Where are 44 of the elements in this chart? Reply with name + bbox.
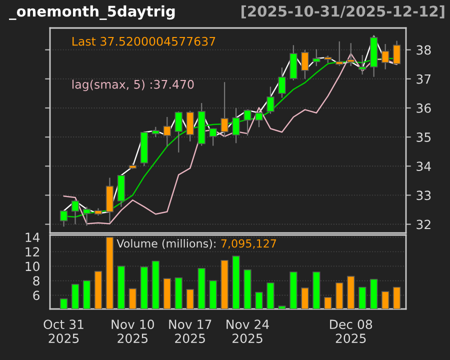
- x-tick-label: Nov 24 2025: [226, 320, 269, 344]
- x-tick-label: Dec 08 2025: [330, 320, 372, 344]
- candlestick: [152, 126, 160, 138]
- candlestick: [174, 112, 182, 154]
- candlestick: [163, 116, 171, 147]
- candlestick: [312, 48, 320, 67]
- candlestick: [301, 49, 309, 80]
- y-tick-label: 37: [416, 74, 431, 84]
- y-tick-label: 38: [416, 45, 431, 55]
- candlestick: [278, 66, 286, 98]
- candlestick: [186, 110, 194, 142]
- y-tick-label: 36: [416, 103, 431, 113]
- chart-subtitle: [2025-10-31/2025-12-12]: [242, 5, 444, 18]
- candlestick: [392, 40, 401, 65]
- y-tick-label: 14: [26, 232, 40, 242]
- candlestick: [232, 107, 240, 144]
- candlestick: [255, 110, 263, 128]
- y-tick-label: 8: [33, 276, 40, 286]
- candlestick: [358, 54, 366, 76]
- candlestick: [71, 199, 80, 225]
- y-tick-label: 6: [33, 290, 40, 300]
- annotation: 7,095,127: [221, 239, 276, 249]
- annotation: Last 37.5200004577637: [72, 36, 216, 46]
- chart-title: _onemonth_5daytrig: [9, 5, 175, 20]
- candlestick: [60, 210, 68, 228]
- candlestick: [244, 108, 252, 136]
- candlestick: [381, 43, 390, 70]
- candlestick: [82, 206, 91, 226]
- x-tick-label: Oct 31 2025: [44, 320, 84, 344]
- y-tick-label: 34: [416, 162, 431, 172]
- x-tick-label: Nov 10 2025: [112, 320, 154, 344]
- candlestick: [266, 86, 274, 114]
- y-tick-label: 32: [416, 220, 430, 230]
- annotation: lag(smax, 5) :37.470: [72, 80, 194, 92]
- candlestick: [220, 82, 228, 138]
- candlestick: [347, 42, 355, 67]
- candlestick: [336, 40, 344, 66]
- y-tick-label: 35: [416, 132, 431, 142]
- candlestick: [209, 128, 217, 146]
- y-tick-label: 33: [416, 190, 431, 200]
- x-tick-label: Nov 17 2025: [169, 320, 212, 344]
- y-tick-label: 10: [26, 262, 40, 272]
- y-tick-label: 12: [26, 247, 40, 256]
- annotation: Volume (millions):: [116, 239, 216, 249]
